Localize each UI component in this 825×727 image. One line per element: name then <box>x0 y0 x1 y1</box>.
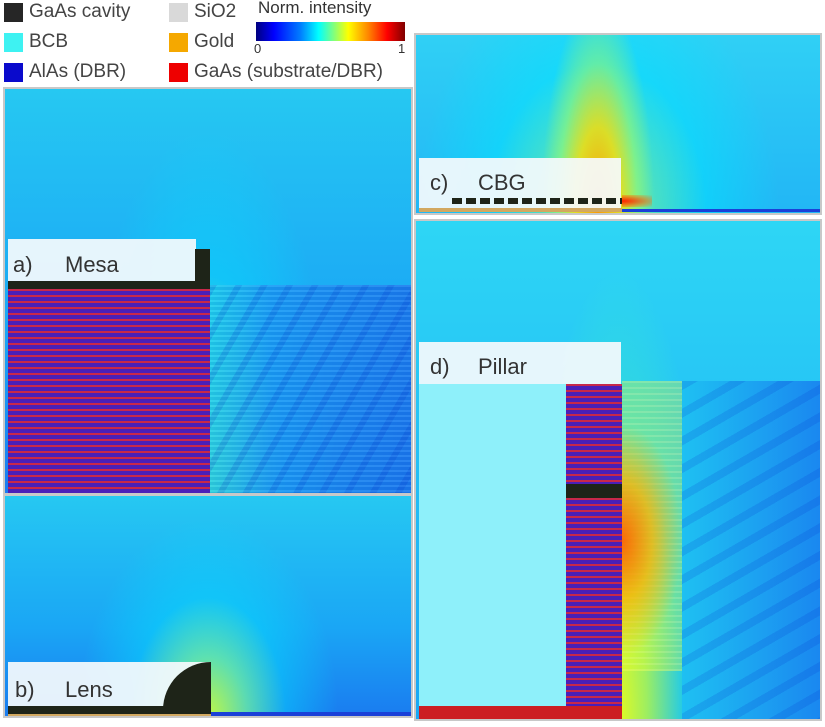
panel-letter: c) <box>430 170 449 195</box>
swatch-gold <box>169 32 188 52</box>
legend-label: GaAs cavity <box>29 1 131 22</box>
label-box <box>8 239 196 281</box>
pillar-bcb-fill <box>419 384 566 706</box>
panel-a-mesa: a) Mesa <box>3 87 413 495</box>
cbg-grating <box>452 198 622 204</box>
lens-surface-line <box>211 712 411 716</box>
panel-b-lens: b) Lens <box>3 494 413 718</box>
lens-cavity-layer <box>8 706 211 714</box>
mesa-cavity-layer <box>8 281 210 289</box>
panel-c-cbg: c) CBG <box>414 33 822 215</box>
legend-label: GaAs (substrate/DBR) <box>194 61 383 82</box>
panel-name: Mesa <box>65 252 119 277</box>
panel-letter: d) <box>430 354 450 379</box>
swatch-alas <box>4 62 23 82</box>
panel-name: CBG <box>478 170 526 195</box>
legend-label: AlAs (DBR) <box>29 61 127 82</box>
field-ripples <box>210 285 411 493</box>
legend-item-gaas-cavity: GaAs cavity <box>4 1 130 23</box>
pillar-mode-field <box>622 381 682 671</box>
cbg-gold-layer <box>419 208 622 212</box>
legend-item-sio2: SiO2 <box>169 1 236 23</box>
panel-letter: a) <box>13 252 33 277</box>
panel-letter: b) <box>15 677 35 702</box>
pillar-dbr <box>566 384 622 706</box>
mesa-dbr <box>8 289 210 493</box>
pillar-side-field <box>682 381 820 719</box>
colorbar-title: Norm. intensity <box>258 0 372 17</box>
colorbar-max: 1 <box>398 41 406 56</box>
swatch-gaas-cavity <box>4 2 23 22</box>
colorbar-min: 0 <box>254 41 262 56</box>
pillar-cavity <box>566 484 622 498</box>
legend-item-gold: Gold <box>169 31 234 53</box>
panel-name: Lens <box>65 677 113 702</box>
cbg-hotspot <box>622 195 652 207</box>
swatch-sio2 <box>169 2 188 22</box>
pillar-substrate <box>419 706 622 719</box>
label-box <box>419 342 621 384</box>
cbg-surface-line <box>622 209 820 212</box>
lens-gold-layer <box>8 714 211 716</box>
swatch-gaas-substrate <box>169 62 188 82</box>
legend-label: Gold <box>194 31 235 52</box>
swatch-bcb <box>4 32 23 52</box>
panel-d-pillar: d) Pillar <box>414 219 822 721</box>
panel-name: Pillar <box>478 354 527 379</box>
legend-label: SiO2 <box>194 1 237 22</box>
legend-item-bcb: BCB <box>4 31 68 53</box>
legend-item-gaas-substrate: GaAs (substrate/DBR) <box>169 61 383 83</box>
colorbar <box>256 22 405 41</box>
legend-item-alas: AlAs (DBR) <box>4 61 126 83</box>
legend-label: BCB <box>29 31 69 52</box>
